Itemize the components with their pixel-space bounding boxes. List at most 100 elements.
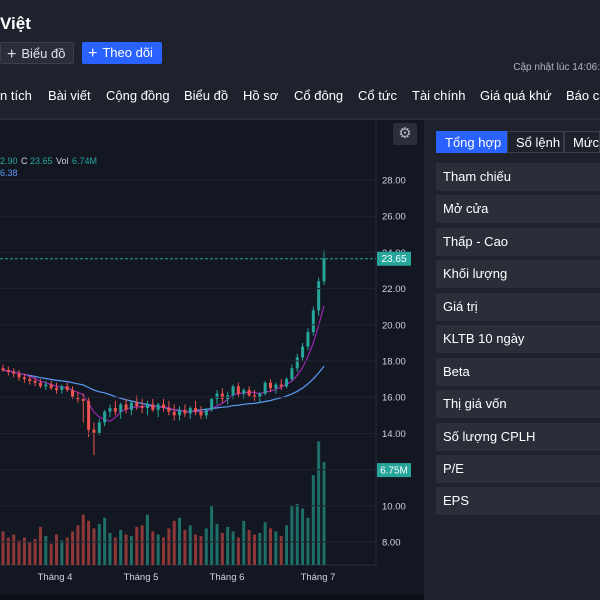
volume-bar (269, 528, 272, 565)
panel-tabs: Tổng hợp Sổ lệnh Mức (436, 131, 600, 153)
last-price-label: 23.65 (381, 254, 406, 265)
candle-body (306, 332, 310, 347)
volume-bar (28, 542, 32, 565)
y-tick-label: 8.00 (382, 538, 401, 549)
y-tick-label: 16.00 (382, 393, 406, 404)
candle-body (87, 400, 91, 430)
volume-bar (140, 525, 144, 565)
volume-bar (81, 514, 85, 565)
legend-vol: 6.74M (72, 156, 97, 166)
x-tick-label: Tháng 6 (210, 572, 245, 583)
candle-body (258, 393, 262, 398)
volume-bar (22, 537, 26, 565)
candle-body (247, 389, 251, 396)
candle-body (119, 404, 123, 412)
volume-bar (119, 529, 123, 565)
nav-reports[interactable]: Báo cá (566, 88, 600, 103)
candle-body (28, 379, 32, 381)
candle-body (92, 429, 96, 434)
row-market-cap: Thị giá vốn (436, 390, 600, 418)
volume-tag: 6.75M (377, 463, 411, 478)
y-tick-label: 22.00 (382, 284, 406, 295)
nav-articles[interactable]: Bài viết (48, 88, 91, 103)
nav-dividends[interactable]: Cổ tức (358, 88, 398, 103)
candle-body (317, 281, 321, 311)
tab-summary[interactable]: Tổng hợp (436, 131, 507, 153)
nav-price-history[interactable]: Giá quá khứ (480, 88, 552, 103)
candle-body (71, 389, 75, 398)
candle-body (285, 379, 289, 387)
candle-body (220, 393, 224, 400)
candle-body (22, 377, 26, 380)
row-shares-outstanding: Số lượng CPLH (436, 423, 600, 451)
candle-body (263, 382, 267, 394)
candle-body (204, 409, 208, 416)
volume-bar (178, 517, 182, 565)
volume-bar (242, 520, 246, 565)
volume-bar (226, 526, 230, 565)
volume-bar (108, 532, 112, 565)
volume-bar (295, 504, 299, 565)
candle-body (103, 411, 107, 423)
nav-chart[interactable]: Biểu đồ (184, 88, 229, 103)
candle-body (290, 368, 294, 380)
chart-bottom-strip (0, 595, 424, 600)
follow-button[interactable]: + Theo dõi (82, 42, 162, 64)
volume-bar (60, 540, 64, 565)
candle-body (178, 409, 182, 416)
candle-body (49, 384, 53, 389)
tab-order-book[interactable]: Sổ lệnh (507, 131, 564, 153)
row-pe: P/E (436, 455, 600, 483)
stock-header: Việt + Biểu đồ + Theo dõi Cập nhật lúc 14:… (0, 0, 600, 120)
nav-finance[interactable]: Tài chính (412, 88, 466, 103)
volume-bar (183, 529, 187, 565)
legend-open: 2.90 (0, 156, 18, 166)
nav-community[interactable]: Cộng đồng (106, 88, 170, 103)
volume-bar (124, 534, 128, 565)
row-reference: Tham chiếu (436, 163, 600, 191)
volume-bar (162, 537, 165, 565)
y-tick-label: 10.00 (382, 501, 406, 512)
volume-bar (215, 523, 219, 565)
candle-body (76, 397, 80, 400)
candle-body (65, 386, 69, 390)
volume-bar (44, 536, 48, 565)
volume-bar (113, 537, 117, 565)
y-tick-label: 28.00 (382, 176, 406, 187)
legend-vol-label: Vol (56, 156, 69, 166)
nav-profile[interactable]: Hồ sơ (243, 88, 279, 103)
row-value: Giá trị (436, 293, 600, 321)
volume-bar (311, 475, 315, 565)
nav-analysis[interactable]: n tích (0, 88, 32, 103)
volume-bar (49, 543, 53, 565)
volume-bar (188, 525, 192, 565)
volume-bar (135, 526, 139, 565)
x-tick-label: Tháng 5 (124, 572, 159, 583)
candle-body (12, 371, 16, 374)
chart-button[interactable]: + Biểu đồ (0, 42, 74, 64)
price-chart-area[interactable]: 28.0026.0024.0022.0020.0018.0016.0014.00… (0, 120, 424, 600)
candle-body (1, 368, 5, 371)
gear-icon[interactable]: ⚙ (393, 123, 417, 145)
volume-bar (236, 537, 240, 565)
volume-bar (220, 532, 224, 565)
volume-bar (33, 539, 37, 565)
volume-bar (252, 534, 256, 565)
nav-shareholders[interactable]: Cổ đông (294, 88, 344, 103)
volume-bar (167, 528, 171, 565)
plus-icon: + (88, 45, 98, 62)
tab-levels[interactable]: Mức (564, 131, 600, 153)
candle-body (140, 406, 144, 409)
candle-body (97, 422, 101, 434)
price-chart[interactable]: 28.0026.0024.0022.0020.0018.0016.0014.00… (0, 120, 424, 600)
volume-bar (199, 536, 203, 565)
candle-body (162, 404, 165, 409)
candle-body (279, 384, 283, 387)
candle-body (55, 388, 58, 390)
volume-bar (87, 520, 91, 565)
row-eps: EPS (436, 487, 600, 515)
candle-body (322, 258, 326, 282)
volume-bar (290, 505, 294, 565)
last-volume-label: 6.75M (380, 466, 408, 477)
legend-close-label: C (21, 156, 28, 166)
